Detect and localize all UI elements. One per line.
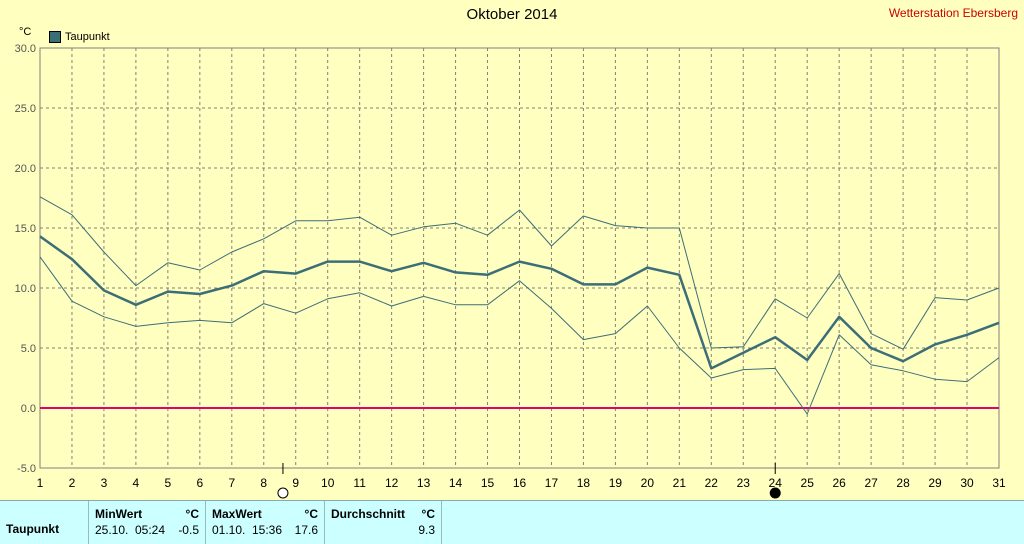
avg-unit: °C (421, 507, 435, 521)
x-tick-label: 23 (737, 476, 751, 490)
min-date: 25.10. (95, 523, 129, 537)
y-tick-label: 5.0 (21, 343, 36, 355)
x-tick-label: 14 (449, 476, 463, 490)
min-time: 05:24 (135, 523, 166, 537)
x-tick-label: 5 (165, 476, 172, 490)
max-unit: °C (304, 507, 318, 521)
stats-avg-column: Durchschnitt °C 9.3 (324, 501, 442, 544)
x-tick-label: 24 (769, 476, 783, 490)
x-tick-label: 21 (673, 476, 687, 490)
x-tick-label: 26 (832, 476, 846, 490)
chart-title: Oktober 2014 (466, 6, 558, 23)
stats-row-label: Taupunkt (6, 522, 60, 536)
x-tick-label: 11 (353, 476, 366, 490)
y-tick-label: 10.0 (15, 283, 36, 295)
x-tick-label: 2 (69, 476, 76, 490)
x-tick-label: 18 (577, 476, 591, 490)
series-line-mean (39, 235, 1000, 370)
x-tick-label: 4 (133, 476, 140, 490)
avg-value: 9.3 (418, 523, 435, 537)
max-time: 15:36 (252, 523, 283, 537)
x-tick-label: 20 (641, 476, 655, 490)
max-value: 17.6 (294, 523, 318, 537)
x-tick-label: 6 (196, 476, 203, 490)
y-tick-label: -5.0 (17, 463, 36, 475)
x-tick-label: 16 (513, 476, 527, 490)
max-date: 01.10. (212, 523, 246, 537)
y-tick-label: 0.0 (21, 403, 36, 415)
x-tick-label: 7 (228, 476, 235, 490)
x-tick-label: 12 (385, 476, 399, 490)
min-unit: °C (185, 507, 199, 521)
x-tick-label: 25 (801, 476, 815, 490)
y-tick-label: 20.0 (15, 163, 36, 175)
x-tick-label: 30 (960, 476, 974, 490)
new-moon-icon (769, 487, 781, 499)
y-axis-unit: °C (19, 26, 32, 38)
station-name: Wetterstation Ebersberg (888, 6, 1018, 20)
x-tick-label: 22 (705, 476, 719, 490)
legend-label: Taupunkt (65, 31, 110, 43)
x-tick-label: 27 (864, 476, 878, 490)
max-header: MaxWert (212, 507, 262, 521)
legend: Taupunkt (49, 31, 110, 43)
min-value: -0.5 (178, 523, 199, 537)
x-tick-label: 3 (101, 476, 108, 490)
x-tick-label: 19 (609, 476, 623, 490)
stats-max-column: MaxWert °C 01.10. 15:36 17.6 (205, 501, 324, 544)
x-tick-label: 8 (260, 476, 267, 490)
x-tick-label: 10 (321, 476, 335, 490)
series-line-min (39, 256, 1000, 415)
x-tick-label: 9 (292, 476, 299, 490)
series-line-max (39, 196, 1000, 350)
x-tick-label: 29 (928, 476, 942, 490)
y-tick-label: 15.0 (15, 223, 36, 235)
stats-min-column: MinWert °C 25.10. 05:24 -0.5 (88, 501, 205, 544)
y-tick-label: 25.0 (15, 103, 36, 115)
y-tick-label: 30.0 (15, 43, 36, 55)
min-header: MinWert (95, 507, 143, 521)
x-tick-label: 31 (992, 476, 1006, 490)
avg-header: Durchschnitt (331, 507, 406, 521)
x-tick-label: 17 (545, 476, 559, 490)
x-tick-label: 28 (896, 476, 910, 490)
x-tick-label: 15 (481, 476, 495, 490)
stats-panel: Taupunkt MinWert °C 25.10. 05:24 -0.5 Ma… (0, 500, 1024, 544)
x-tick-label: 13 (417, 476, 431, 490)
legend-swatch (49, 31, 61, 43)
full-moon-icon (277, 487, 289, 499)
x-tick-label: 1 (37, 476, 44, 490)
